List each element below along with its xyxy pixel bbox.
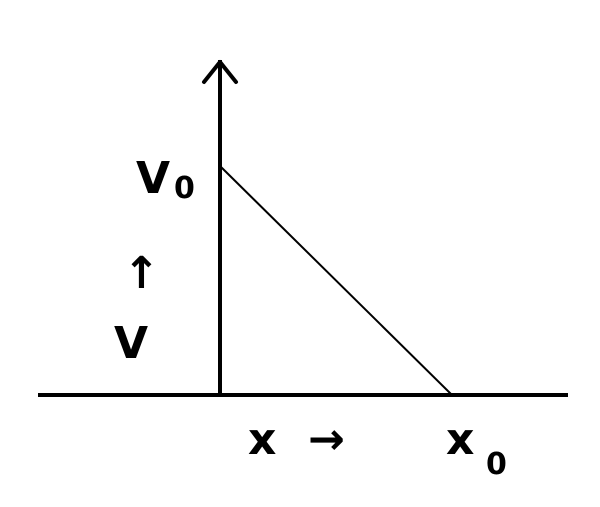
x-right-arrow: → [308,414,345,465]
v0-label: V [136,153,170,204]
v0-subscript: 0 [174,171,195,206]
v-axis-arrowhead [202,60,238,84]
x0-label: x [446,414,474,465]
velocity-line [219,165,453,396]
v-label: V [114,318,148,369]
x0-subscript: 0 [486,447,507,482]
v-up-arrow: ↑ [123,248,160,299]
x-label: x [248,414,276,465]
